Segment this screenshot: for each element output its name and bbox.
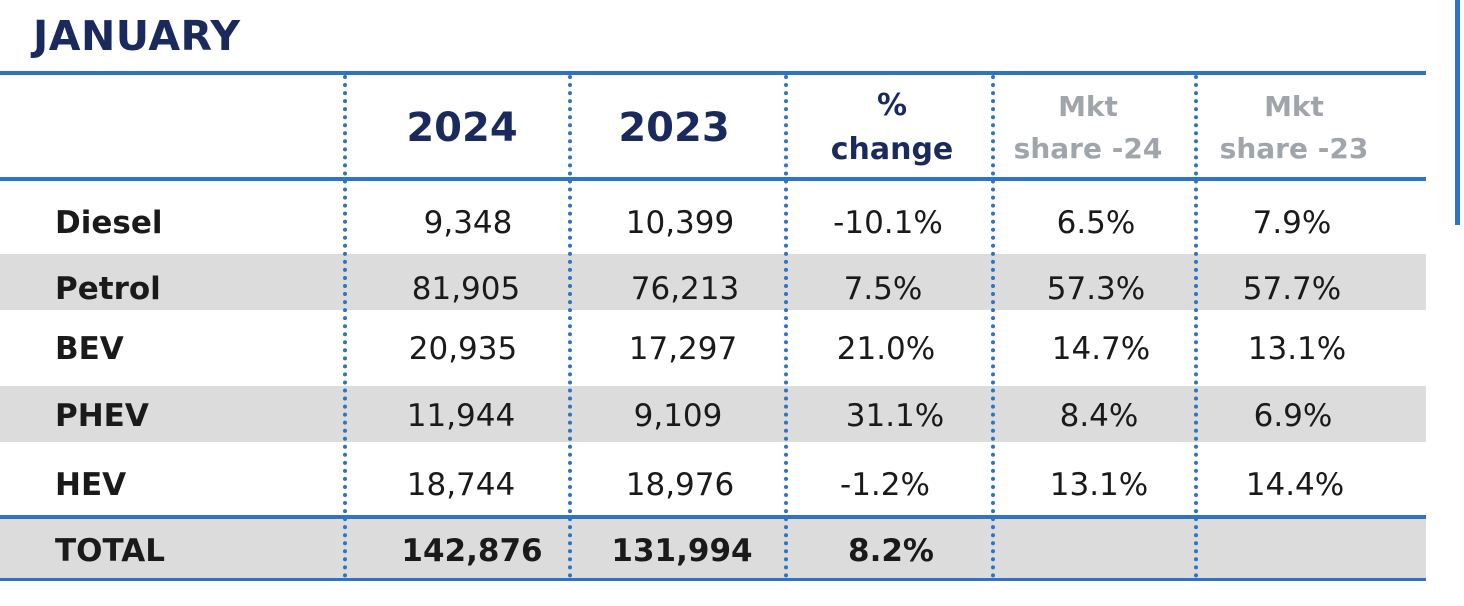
row-label-bev: BEV xyxy=(55,331,124,367)
table-cell: 14.7% xyxy=(1051,331,1151,367)
table-cell: 18,744 xyxy=(406,467,516,503)
header-line: share -24 xyxy=(1013,132,1163,165)
column-header-2023: 2023 xyxy=(618,105,730,151)
total-cell: 142,876 xyxy=(401,533,543,569)
row-label-petrol: Petrol xyxy=(55,271,161,307)
table-cell: 20,935 xyxy=(408,331,518,367)
page-title: JANUARY xyxy=(33,12,241,60)
table-cell: 6.9% xyxy=(1253,398,1333,434)
row-shade-petrol xyxy=(0,254,1426,310)
column-divider xyxy=(991,75,995,578)
table-cell: 13.1% xyxy=(1049,467,1149,503)
column-divider xyxy=(568,75,572,578)
table-cell: 13.1% xyxy=(1247,331,1347,367)
table-bottom-rule xyxy=(0,578,1426,581)
row-label-phev: PHEV xyxy=(55,398,149,434)
table-cell: 81,905 xyxy=(411,271,521,307)
table-cell: 21.0% xyxy=(836,331,936,367)
row-shade-phev xyxy=(0,386,1426,442)
table-cell: 57.7% xyxy=(1242,271,1342,307)
table-cell: 11,944 xyxy=(406,398,516,434)
right-edge-bar xyxy=(1455,0,1460,225)
table-top-rule xyxy=(0,71,1426,75)
table-cell: 18,976 xyxy=(625,467,735,503)
header-line: Mkt xyxy=(1058,90,1118,123)
header-bottom-rule xyxy=(0,177,1426,181)
total-top-rule xyxy=(0,515,1426,519)
column-header-change: % change xyxy=(793,80,991,176)
header-line: Mkt xyxy=(1264,90,1324,123)
table-cell: 17,297 xyxy=(628,331,738,367)
row-label-diesel: Diesel xyxy=(55,205,163,241)
header-line: share -23 xyxy=(1219,132,1369,165)
column-header-share-23: Mkt share -23 xyxy=(1194,80,1394,176)
table-cell: 7.9% xyxy=(1252,205,1332,241)
table-cell: -10.1% xyxy=(833,205,943,241)
column-divider xyxy=(343,75,347,578)
table-cell: 9,348 xyxy=(423,205,513,241)
table-cell: -1.2% xyxy=(840,467,930,503)
column-divider xyxy=(1194,75,1198,578)
total-cell xyxy=(1192,524,1392,578)
column-divider xyxy=(784,75,788,578)
table-cell: 10,399 xyxy=(625,205,735,241)
row-label-total: TOTAL xyxy=(55,533,165,569)
table-cell: 14.4% xyxy=(1245,467,1345,503)
row-label-hev: HEV xyxy=(55,467,127,503)
table-cell: 6.5% xyxy=(1056,205,1136,241)
total-cell: 131,994 xyxy=(611,533,753,569)
column-header-2024: 2024 xyxy=(406,105,518,151)
table-cell: 7.5% xyxy=(843,271,923,307)
column-header-share-24: Mkt share -24 xyxy=(988,80,1188,176)
table-cell: 57.3% xyxy=(1046,271,1146,307)
table-cell: 9,109 xyxy=(633,398,723,434)
table-cell: 8.4% xyxy=(1059,398,1139,434)
total-cell: 8.2% xyxy=(848,533,934,569)
table-cell: 31.1% xyxy=(845,398,945,434)
header-line: % xyxy=(876,88,908,123)
table-cell: 76,213 xyxy=(630,271,740,307)
row-shade-total xyxy=(0,519,1426,578)
total-cell xyxy=(996,524,1196,578)
header-line: change xyxy=(830,132,954,167)
